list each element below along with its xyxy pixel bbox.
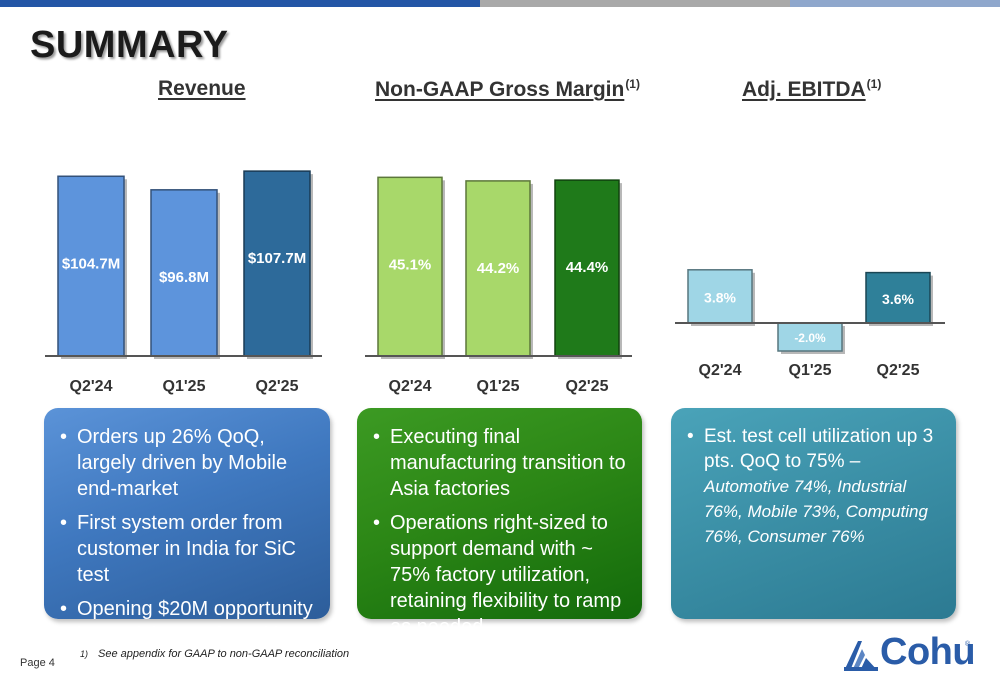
revenue-highlights-box: Orders up 26% QoQ, largely driven by Mob… xyxy=(44,408,330,672)
gross-margin-highlights-box: Executing final manufacturing transition… xyxy=(357,408,642,638)
chart-bar xyxy=(377,176,443,357)
footnote-text: See appendix for GAAP to non-GAAP reconc… xyxy=(98,648,350,660)
category-label: Q2'25 xyxy=(566,378,609,395)
footnote-number: 1) xyxy=(80,649,89,659)
category-label: Q2'24 xyxy=(699,362,742,379)
bar-value-label: 3.6% xyxy=(882,291,914,307)
bar-value-label: $96.8M xyxy=(159,269,209,286)
revenue-bullet: First system order from customer in Indi… xyxy=(60,510,314,588)
page-title: SUMMARY xyxy=(30,24,229,66)
ebitda-highlights-box: Est. test cell utilization up 3 pts. QoQ… xyxy=(671,408,956,619)
summary-charts: $104.7M Q2'24 $96.8M Q1'25 $107.7M Q2'25 45.1%… xyxy=(45,170,945,395)
bar-value-label: 44.4% xyxy=(566,259,609,276)
chart-bar xyxy=(865,271,931,324)
category-label: Q1'25 xyxy=(477,378,520,395)
top-accent-bar xyxy=(0,0,1000,7)
cohu-logo-text: Cohu xyxy=(880,631,976,673)
gross-margin-bullet: Operations right-sized to support demand… xyxy=(373,510,626,640)
chart-bar xyxy=(465,180,531,357)
footnote: 1) See appendix for GAAP to non-GAAP reco… xyxy=(80,648,349,660)
bar-value-label: 3.8% xyxy=(704,289,736,305)
bar-value-label: $104.7M xyxy=(62,255,120,272)
registered-mark: ® xyxy=(965,641,971,648)
ebitda-panel-title: Adj. EBITDA(1) xyxy=(742,77,882,101)
category-label: Q2'25 xyxy=(256,378,299,395)
chart-bar xyxy=(243,170,311,357)
bar-value-label: 45.1% xyxy=(389,256,432,273)
ebitda-bullet-main: Est. test cell utilization up 3 pts. QoQ… xyxy=(704,426,934,472)
category-label: Q2'25 xyxy=(877,362,920,379)
category-label: Q2'24 xyxy=(70,378,113,395)
ebitda-bullet: Est. test cell utilization up 3 pts. QoQ… xyxy=(687,424,940,549)
revenue-panel-title: Revenue xyxy=(158,77,246,100)
chart-bar xyxy=(150,189,218,357)
bar-value-label: -2.0% xyxy=(794,331,826,345)
top-bar-blue xyxy=(0,0,480,7)
gross-margin-panel-title: Non-GAAP Gross Margin(1) xyxy=(375,77,640,101)
top-bar-gray xyxy=(480,0,790,7)
chart-bar xyxy=(554,179,620,357)
revenue-bullet: Orders up 26% QoQ, largely driven by Mob… xyxy=(60,424,314,502)
category-label: Q1'25 xyxy=(789,362,832,379)
category-label: Q1'25 xyxy=(163,378,206,395)
top-bar-light-blue xyxy=(790,0,1000,7)
page-number: Page 4 xyxy=(20,657,55,669)
category-label: Q2'24 xyxy=(389,378,432,395)
revenue-bullet: Opening $20M opportunity in precision an… xyxy=(60,596,314,674)
bar-value-label: $107.7M xyxy=(248,250,306,267)
gross-margin-bullet: Executing final manufacturing transition… xyxy=(373,424,626,502)
bar-value-label: 44.2% xyxy=(477,260,520,277)
chart-bar xyxy=(57,175,125,357)
ebitda-bullet-detail: Automotive 74%, Industrial 76%, Mobile 7… xyxy=(704,477,928,546)
cohu-logo: Cohu ® xyxy=(842,631,976,673)
cohu-logo-mark-icon xyxy=(844,641,878,671)
chart-bar xyxy=(687,269,753,324)
